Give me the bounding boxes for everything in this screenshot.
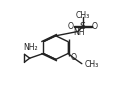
- Text: NH: NH: [72, 28, 84, 37]
- Text: S: S: [79, 22, 85, 31]
- Text: CH₃: CH₃: [75, 11, 89, 20]
- Text: O: O: [70, 53, 76, 62]
- Text: NH₂: NH₂: [24, 43, 38, 52]
- Text: O: O: [91, 22, 97, 31]
- Text: O: O: [67, 22, 73, 31]
- Text: CH₃: CH₃: [84, 60, 98, 69]
